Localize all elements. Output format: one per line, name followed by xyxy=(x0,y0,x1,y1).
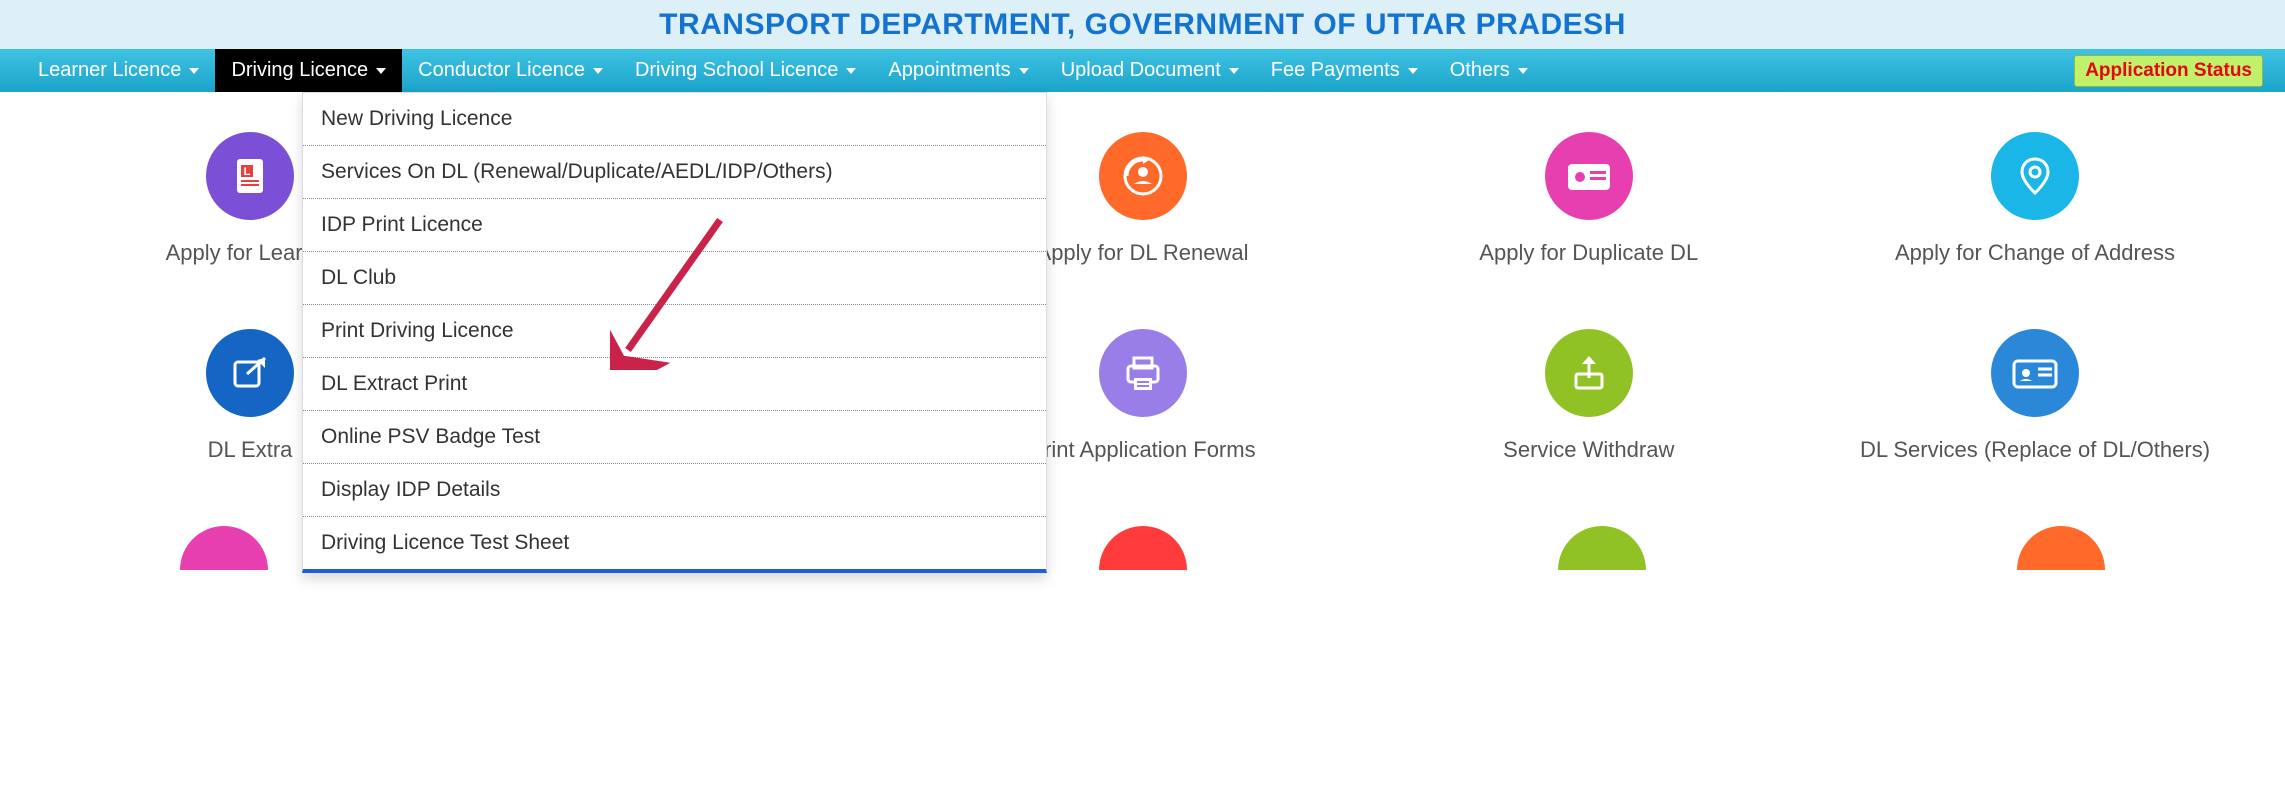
id-card-icon xyxy=(1991,329,2079,417)
nav-label: Learner Licence xyxy=(38,59,181,82)
service-card-dl-services-replace-of-dl-others-[interactable]: DL Services (Replace of DL/Others) xyxy=(1815,329,2255,466)
caret-down-icon xyxy=(1229,68,1239,74)
upload-box-icon xyxy=(1545,329,1633,417)
nav-label: Driving Licence xyxy=(231,59,368,82)
nav-label: Conductor Licence xyxy=(418,59,585,82)
dropdown-item-idp-print-licence[interactable]: IDP Print Licence xyxy=(303,199,1046,252)
caret-down-icon xyxy=(593,68,603,74)
service-card-apply-for-duplicate-dl[interactable]: Apply for Duplicate DL xyxy=(1369,132,1809,269)
partial-service-icon xyxy=(180,526,268,570)
page-title: TRANSPORT DEPARTMENT, GOVERNMENT OF UTTA… xyxy=(659,8,1626,42)
nav-label: Appointments xyxy=(888,59,1010,82)
caret-down-icon xyxy=(1019,68,1029,74)
dropdown-item-print-driving-licence[interactable]: Print Driving Licence xyxy=(303,305,1046,358)
nav-label: Others xyxy=(1450,59,1510,82)
dropdown-item-dl-club[interactable]: DL Club xyxy=(303,252,1046,305)
nav-item-driving-licence[interactable]: Driving Licence xyxy=(215,49,402,92)
card-label: Service Withdraw xyxy=(1503,435,1674,466)
card-label: Apply for DL Renewal xyxy=(1037,238,1249,269)
nav-label: Driving School Licence xyxy=(635,59,838,82)
caret-down-icon xyxy=(846,68,856,74)
nav-item-learner-licence[interactable]: Learner Licence xyxy=(22,49,215,92)
main-navbar: Learner Licence Driving Licence Conductor … xyxy=(0,49,2285,92)
nav-item-driving-school-licence[interactable]: Driving School Licence xyxy=(619,49,872,92)
card-label: Apply for Duplicate DL xyxy=(1479,238,1698,269)
caret-down-icon xyxy=(1518,68,1528,74)
printer-icon xyxy=(1099,329,1187,417)
nav-item-conductor-licence[interactable]: Conductor Licence xyxy=(402,49,619,92)
dropdown-item-new-driving-licence[interactable]: New Driving Licence xyxy=(303,93,1046,146)
caret-down-icon xyxy=(376,68,386,74)
nav-item-appointments[interactable]: Appointments xyxy=(872,49,1044,92)
dropdown-item-display-idp-details[interactable]: Display IDP Details xyxy=(303,464,1046,517)
application-status-button[interactable]: Application Status xyxy=(2074,55,2263,87)
caret-down-icon xyxy=(1408,68,1418,74)
dropdown-item-services-on-dl-renewal-duplicate-aedl-id[interactable]: Services On DL (Renewal/Duplicate/AEDL/I… xyxy=(303,146,1046,199)
learner-doc-icon: L xyxy=(206,132,294,220)
service-card-apply-for-change-of-address[interactable]: Apply for Change of Address xyxy=(1815,132,2255,269)
nav-item-others[interactable]: Others xyxy=(1434,49,1544,92)
card-label: Print Application Forms xyxy=(1029,435,1255,466)
nav-label: Fee Payments xyxy=(1271,59,1400,82)
page-header: TRANSPORT DEPARTMENT, GOVERNMENT OF UTTA… xyxy=(0,0,2285,49)
nav-label: Upload Document xyxy=(1061,59,1221,82)
dropdown-item-dl-extract-print[interactable]: DL Extract Print xyxy=(303,358,1046,411)
card-label: Apply for Change of Address xyxy=(1895,238,2175,269)
driving-licence-dropdown: New Driving LicenceServices On DL (Renew… xyxy=(302,92,1047,573)
dropdown-item-online-psv-badge-test[interactable]: Online PSV Badge Test xyxy=(303,411,1046,464)
dropdown-item-driving-licence-test-sheet[interactable]: Driving Licence Test Sheet xyxy=(303,517,1046,569)
dup-card-icon xyxy=(1545,132,1633,220)
id-refresh-icon xyxy=(1099,132,1187,220)
card-label: DL Services (Replace of DL/Others) xyxy=(1860,435,2210,466)
nav-item-fee-payments[interactable]: Fee Payments xyxy=(1255,49,1434,92)
caret-down-icon xyxy=(189,68,199,74)
svg-text:L: L xyxy=(244,166,251,178)
partial-service-icon xyxy=(1558,526,1646,570)
nav-item-upload-document[interactable]: Upload Document xyxy=(1045,49,1255,92)
partial-service-icon xyxy=(1099,526,1187,570)
partial-service-icon xyxy=(2017,526,2105,570)
card-label: DL Extra xyxy=(208,435,293,466)
service-card-service-withdraw[interactable]: Service Withdraw xyxy=(1369,329,1809,466)
location-pin-icon xyxy=(1991,132,2079,220)
share-out-icon xyxy=(206,329,294,417)
